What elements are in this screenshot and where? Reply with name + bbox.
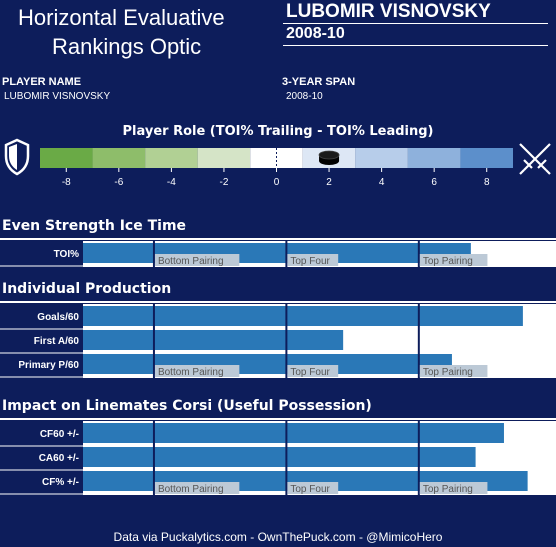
threshold-label: Top Four — [290, 367, 330, 378]
threshold-label: Bottom Pairing — [158, 367, 224, 378]
role-tick-label: 0 — [274, 177, 280, 188]
player-name-heading: LUBOMIR VISNOVSKY — [286, 1, 491, 22]
threshold-label-background — [419, 482, 488, 494]
metric-label: CF60 +/- — [40, 429, 79, 440]
shield-icon — [4, 138, 30, 176]
bar-panel-0: TOI% Bottom Pairing Top Four Top Pairing — [0, 241, 556, 267]
threshold-label-background — [419, 254, 488, 266]
role-segment-1 — [92, 148, 146, 168]
puck-icon — [318, 150, 340, 165]
metric-bar — [83, 447, 476, 467]
header-rule-top — [283, 23, 548, 24]
role-segment-6 — [355, 148, 408, 168]
threshold-label: Top Four — [290, 484, 330, 495]
role-tick-label: -8 — [62, 177, 71, 188]
threshold-label: Top Pairing — [423, 484, 473, 495]
metric-label: CA60 +/- — [39, 453, 79, 464]
metric-label: TOI% — [54, 249, 79, 260]
role-segment-3 — [197, 148, 251, 168]
section-rule-impact — [0, 418, 556, 420]
bar-panel-2: CF60 +/- CA60 +/- CF% +/- Bottom Pairing Top… — [0, 421, 556, 495]
role-segment-2 — [145, 148, 198, 168]
role-segment-8 — [460, 148, 513, 168]
bar-panel-1: Goals/60 First A/60 Primary P/60 Bottom Pai… — [0, 304, 556, 378]
threshold-label: Top Four — [290, 256, 330, 267]
threshold-label: Bottom Pairing — [158, 484, 224, 495]
role-scale-ticks: -8 -6 -4 -2 0 2 4 6 8 — [62, 168, 490, 188]
player-name-label: PLAYER NAME — [2, 76, 82, 88]
metric-label: Primary P/60 — [18, 360, 79, 371]
chart-title-line2: Rankings Optic — [52, 34, 202, 59]
role-segment-7 — [407, 148, 461, 168]
span-value: 2008-10 — [286, 91, 323, 102]
metric-bar — [83, 354, 452, 374]
threshold-label-background — [154, 254, 240, 266]
role-segment-0 — [40, 148, 93, 168]
threshold-label-background — [287, 482, 339, 494]
metric-bar — [83, 243, 471, 263]
threshold-label-background — [154, 365, 240, 377]
section-rule-production — [0, 301, 556, 303]
role-tick-label: 2 — [326, 177, 332, 188]
section-title-impact: Impact on Linemates Corsi (Useful Posses… — [2, 398, 372, 414]
player-name-value: LUBOMIR VISNOVSKY — [4, 91, 111, 102]
role-tick-label: 4 — [379, 177, 385, 188]
span-label: 3-YEAR SPAN — [282, 76, 356, 88]
role-tick-label: -6 — [114, 177, 123, 188]
role-tick-label: 8 — [484, 177, 490, 188]
player-role-title: Player Role (TOI% Trailing - TOI% Leadin… — [122, 124, 434, 139]
metric-label: First A/60 — [34, 336, 80, 347]
metric-label: Goals/60 — [37, 312, 79, 323]
section-rule-toi — [0, 238, 556, 240]
chart-title-line1: Horizontal Evaluative — [18, 5, 225, 30]
threshold-label-background — [154, 482, 240, 494]
threshold-label: Top Pairing — [423, 367, 473, 378]
threshold-label: Bottom Pairing — [158, 256, 224, 267]
player-role-scale: -8 -6 -4 -2 0 2 4 6 8 — [4, 138, 551, 188]
metric-bar — [83, 330, 344, 350]
metric-bar — [83, 306, 523, 326]
threshold-label-background — [287, 254, 339, 266]
span-heading: 2008-10 — [286, 25, 345, 42]
role-scale-segments — [40, 148, 513, 168]
role-tick-label: -2 — [219, 177, 228, 188]
section-title-production: Individual Production — [2, 281, 172, 297]
role-tick-label: -4 — [167, 177, 176, 188]
threshold-label: Top Pairing — [423, 256, 473, 267]
source-credit: Data via Puckalytics.com - OwnThePuck.co… — [113, 530, 443, 544]
threshold-label-background — [419, 365, 488, 377]
crossed-swords-icon — [519, 143, 551, 175]
threshold-label-background — [287, 365, 339, 377]
header-rule-bottom — [283, 45, 548, 46]
metric-label: CF% +/- — [42, 477, 79, 488]
metric-bar — [83, 423, 504, 443]
section-title-toi: Even Strength Ice Time — [2, 218, 187, 234]
role-tick-label: 6 — [431, 177, 437, 188]
